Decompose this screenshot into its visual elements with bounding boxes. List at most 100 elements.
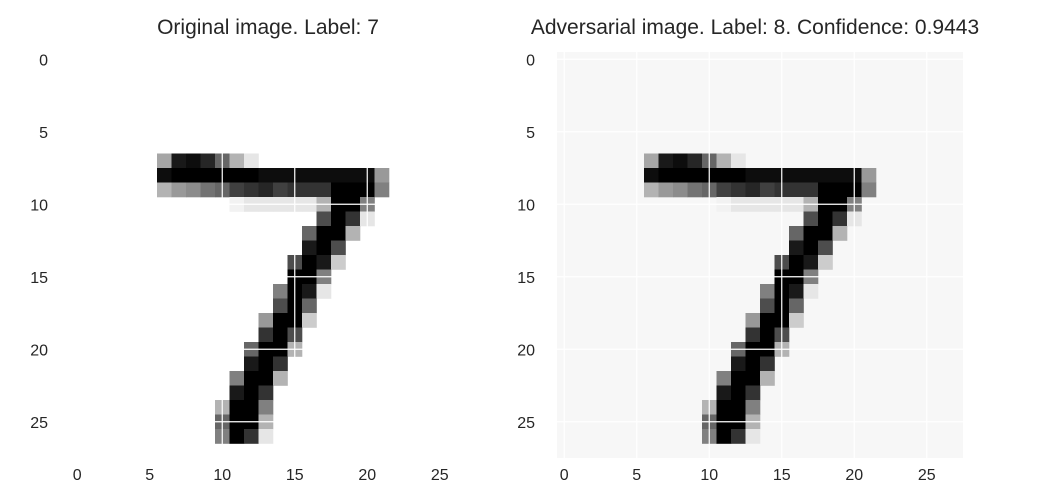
image-pixel	[658, 168, 674, 183]
image-pixel	[745, 429, 761, 444]
image-pixel	[331, 182, 346, 198]
image-pixel	[302, 298, 317, 314]
image-pixel	[803, 284, 819, 299]
x-tick-label: 10	[700, 467, 718, 484]
image-pixel	[760, 298, 775, 314]
image-pixel	[157, 168, 172, 183]
image-pixel	[644, 182, 659, 198]
image-pixel	[200, 153, 216, 169]
image-pixel	[273, 313, 288, 328]
image-pixel	[258, 400, 274, 415]
image-pixel	[273, 298, 288, 314]
y-tick-label: 25	[517, 415, 535, 432]
image-pixel	[760, 313, 775, 328]
image-pixel	[302, 182, 317, 198]
image-pixel	[244, 182, 259, 198]
image-pixel	[716, 400, 732, 415]
image-pixels	[70, 52, 476, 458]
image-pixel	[760, 168, 775, 183]
image-pixel	[687, 153, 703, 169]
image-pixels	[557, 52, 963, 458]
image-pixel	[644, 153, 659, 169]
image-pixel	[673, 153, 688, 169]
image-pixel	[273, 356, 288, 372]
x-tick-label: 10	[213, 467, 231, 484]
image-pixel	[687, 182, 703, 198]
x-tick-label: 25	[918, 467, 936, 484]
image-pixel	[832, 211, 848, 227]
image-pixel	[331, 240, 346, 256]
image-pixel	[658, 153, 674, 169]
image-pixel	[861, 168, 877, 183]
image-pixel	[673, 182, 688, 198]
image-pixel	[316, 211, 332, 227]
image-pixel	[745, 356, 761, 372]
image-pixel	[832, 226, 848, 241]
image-pixel	[731, 385, 746, 401]
image-pixel	[803, 226, 819, 241]
image-pixel	[760, 371, 775, 386]
image-pixel	[171, 168, 187, 183]
image-pixel	[331, 211, 346, 227]
image-pixel	[229, 429, 245, 444]
original-image-panel: Original image. Label: 7 0 5 10 15 20 25…	[30, 16, 476, 484]
image-pixel	[273, 371, 288, 386]
y-tick-label: 5	[39, 125, 48, 142]
image-pixel	[832, 168, 848, 183]
image-pixel	[229, 153, 245, 169]
image-pixel	[789, 168, 804, 183]
image-pixel	[731, 429, 746, 444]
image-pixel	[258, 168, 274, 183]
image-pixel	[803, 255, 819, 270]
image-pixel	[345, 182, 361, 198]
grid-lines	[557, 52, 963, 458]
image-pixel	[731, 153, 746, 169]
image-pixel	[687, 168, 703, 183]
y-tick-label: 20	[30, 342, 48, 359]
image-pixel	[331, 168, 346, 183]
image-pixel	[789, 182, 804, 198]
image-pixel	[331, 255, 346, 270]
image-pixel	[818, 240, 833, 256]
image-pixel	[716, 168, 732, 183]
image-pixel	[716, 153, 732, 169]
image-pixel	[716, 182, 732, 198]
x-tick-label: 0	[560, 467, 569, 484]
x-tick-label: 5	[145, 467, 154, 484]
image-pixel	[171, 182, 187, 198]
image-pixel	[258, 356, 274, 372]
image-pixel	[803, 240, 819, 256]
image-pixel	[818, 182, 833, 198]
x-tick-label: 25	[431, 467, 449, 484]
image-pixel	[316, 168, 332, 183]
image-pixel	[316, 255, 332, 270]
adversarial-image-panel: Adversarial image. Label: 8. Confidence:…	[517, 16, 979, 484]
image-pixel	[229, 385, 245, 401]
image-pixel	[760, 284, 775, 299]
image-pixel	[186, 153, 201, 169]
image-pixel	[229, 182, 245, 198]
image-pixel	[244, 168, 259, 183]
panel-title: Adversarial image. Label: 8. Confidence:…	[531, 16, 979, 39]
y-tick-label: 20	[517, 342, 535, 359]
image-pixel	[861, 182, 877, 198]
image-pixel	[258, 371, 274, 386]
image-pixel	[273, 168, 288, 183]
image-pixel	[716, 385, 732, 401]
image-pixel	[157, 182, 172, 198]
image-pixel	[818, 226, 833, 241]
image-pixel	[760, 327, 775, 343]
image-pixel	[302, 313, 317, 328]
image-pixel	[258, 182, 274, 198]
image-pixel	[789, 255, 804, 270]
image-pixel	[789, 313, 804, 328]
x-tick-label: 5	[632, 467, 641, 484]
image-pixel	[186, 168, 201, 183]
grid-lines	[70, 52, 476, 458]
y-tick-label: 15	[517, 270, 535, 287]
image-pixel	[316, 182, 332, 198]
image-pixel	[803, 211, 819, 227]
x-tick-label: 20	[845, 467, 863, 484]
image-pixel	[331, 226, 346, 241]
